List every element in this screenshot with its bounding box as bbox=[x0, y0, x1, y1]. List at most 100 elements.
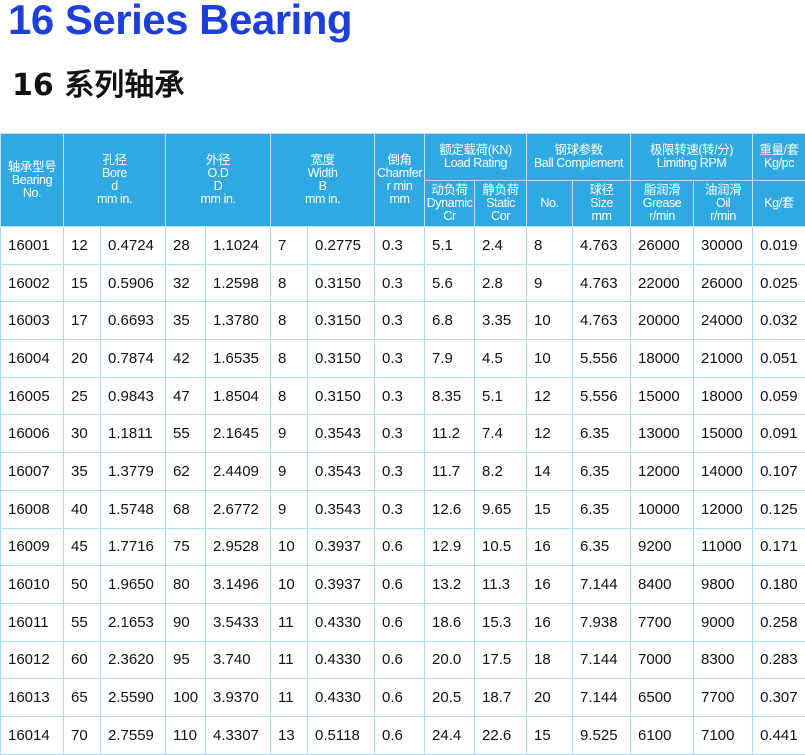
table-cell: 32 bbox=[166, 264, 206, 302]
table-cell: 0.171 bbox=[753, 528, 805, 566]
table-cell: 0.7874 bbox=[101, 340, 166, 378]
table-cell: 47 bbox=[166, 377, 206, 415]
table-cell: 1.7716 bbox=[101, 528, 166, 566]
table-cell: 26000 bbox=[694, 264, 753, 302]
table-cell: 0.258 bbox=[753, 603, 805, 641]
table-cell: 0.3543 bbox=[308, 490, 375, 528]
header-line: mm in. bbox=[64, 193, 165, 206]
table-cell: 16 bbox=[527, 528, 573, 566]
table-cell: 16006 bbox=[1, 415, 64, 453]
table-cell: 0.9843 bbox=[101, 377, 166, 415]
table-cell: 16003 bbox=[1, 302, 64, 340]
table-cell: 1.2598 bbox=[206, 264, 271, 302]
table-cell: 15 bbox=[527, 490, 573, 528]
table-cell: 21000 bbox=[694, 340, 753, 378]
header-line: No. bbox=[527, 197, 572, 210]
table-cell: 15 bbox=[527, 716, 573, 754]
table-cell: 11 bbox=[271, 679, 308, 717]
table-cell: 3.9370 bbox=[206, 679, 271, 717]
table-cell: 11 bbox=[271, 641, 308, 679]
table-cell: 3.1496 bbox=[206, 566, 271, 604]
table-cell: 5.1 bbox=[475, 377, 527, 415]
table-cell: 0.441 bbox=[753, 716, 805, 754]
table-cell: 0.3150 bbox=[308, 302, 375, 340]
header-line: mm in. bbox=[166, 193, 270, 206]
table-cell: 14000 bbox=[694, 453, 753, 491]
table-cell: 10 bbox=[527, 302, 573, 340]
table-cell: 0.3937 bbox=[308, 528, 375, 566]
table-cell: 16012 bbox=[1, 641, 64, 679]
table-cell: 0.2775 bbox=[308, 227, 375, 265]
table-cell: 8 bbox=[271, 340, 308, 378]
table-cell: 18000 bbox=[631, 340, 694, 378]
table-cell: 2.3620 bbox=[101, 641, 166, 679]
table-cell: 0.051 bbox=[753, 340, 805, 378]
table-cell: 10 bbox=[527, 340, 573, 378]
table-cell: 0.3150 bbox=[308, 377, 375, 415]
table-cell: 9 bbox=[271, 415, 308, 453]
table-cell: 26000 bbox=[631, 227, 694, 265]
table-cell: 0.6693 bbox=[101, 302, 166, 340]
table-cell: 15.3 bbox=[475, 603, 527, 641]
header-cell: No. bbox=[527, 181, 573, 227]
table-cell: 24000 bbox=[694, 302, 753, 340]
header-line: Load Rating bbox=[425, 157, 526, 170]
table-cell: 0.6 bbox=[375, 566, 425, 604]
table-cell: 7100 bbox=[694, 716, 753, 754]
table-cell: 35 bbox=[166, 302, 206, 340]
table-cell: 12 bbox=[527, 377, 573, 415]
table-cell: 8 bbox=[271, 302, 308, 340]
table-cell: 20 bbox=[64, 340, 101, 378]
table-cell: 2.1653 bbox=[101, 603, 166, 641]
table-cell: 10 bbox=[271, 528, 308, 566]
table-cell: 2.9528 bbox=[206, 528, 271, 566]
table-cell: 1.1811 bbox=[101, 415, 166, 453]
table-cell: 7 bbox=[271, 227, 308, 265]
table-cell: 0.3 bbox=[375, 377, 425, 415]
table-cell: 11.3 bbox=[475, 566, 527, 604]
table-cell: 68 bbox=[166, 490, 206, 528]
table-cell: 12000 bbox=[694, 490, 753, 528]
table-cell: 40 bbox=[64, 490, 101, 528]
table-cell: 16011 bbox=[1, 603, 64, 641]
table-cell: 24.4 bbox=[425, 716, 475, 754]
header-line: Kg/pc bbox=[753, 157, 805, 170]
table-cell: 0.3 bbox=[375, 302, 425, 340]
table-cell: 9 bbox=[271, 490, 308, 528]
table-cell: 7.144 bbox=[573, 566, 631, 604]
table-cell: 50 bbox=[64, 566, 101, 604]
subtitle: 16 系列轴承 bbox=[12, 60, 184, 104]
table-cell: 9000 bbox=[694, 603, 753, 641]
table-cell: 13000 bbox=[631, 415, 694, 453]
table-cell: 70 bbox=[64, 716, 101, 754]
table-cell: 60 bbox=[64, 641, 101, 679]
table-cell: 18000 bbox=[694, 377, 753, 415]
table-cell: 12.9 bbox=[425, 528, 475, 566]
table-cell: 5.556 bbox=[573, 377, 631, 415]
title: 16 Series Bearing bbox=[8, 0, 352, 44]
table-cell: 15 bbox=[64, 264, 101, 302]
header-line: r/min bbox=[631, 210, 693, 223]
table-cell: 42 bbox=[166, 340, 206, 378]
table-cell: 25 bbox=[64, 377, 101, 415]
table-cell: 20000 bbox=[631, 302, 694, 340]
table-cell: 0.4330 bbox=[308, 603, 375, 641]
table-cell: 7.9 bbox=[425, 340, 475, 378]
table-cell: 1.1024 bbox=[206, 227, 271, 265]
table-cell: 1.5748 bbox=[101, 490, 166, 528]
table-cell: 3.5433 bbox=[206, 603, 271, 641]
table-cell: 75 bbox=[166, 528, 206, 566]
table-cell: 62 bbox=[166, 453, 206, 491]
table-cell: 7000 bbox=[631, 641, 694, 679]
table-cell: 11 bbox=[271, 603, 308, 641]
table-cell: 8300 bbox=[694, 641, 753, 679]
table-cell: 4.763 bbox=[573, 302, 631, 340]
